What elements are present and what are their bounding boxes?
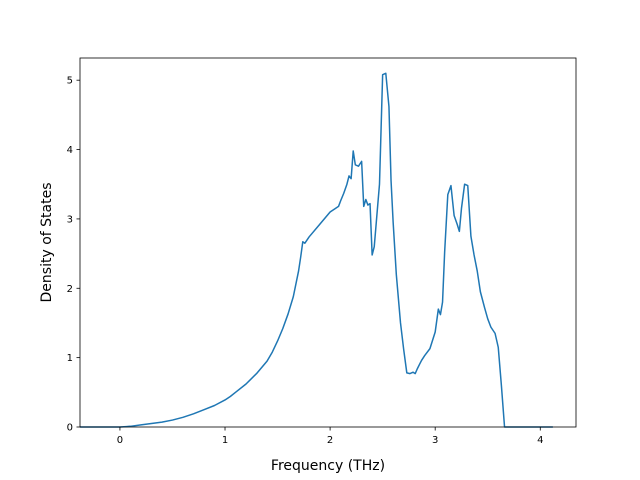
axes-frame <box>79 57 577 428</box>
x-tick-label: 0 <box>117 435 123 446</box>
y-tick-label: 1 <box>67 353 73 364</box>
y-tick-label: 0 <box>67 423 73 434</box>
dos-series-line-0 <box>80 72 553 428</box>
x-tick-label: 1 <box>222 435 228 446</box>
y-tick-label: 4 <box>67 145 73 156</box>
x-axis-label: Frequency (THz) <box>271 458 385 474</box>
y-tick-label: 2 <box>67 284 73 295</box>
x-axis: 0 1 2 3 4 <box>117 427 543 446</box>
y-tick-label: 3 <box>67 214 73 225</box>
x-tick-label: 4 <box>537 435 543 446</box>
y-tick-label: 5 <box>67 76 73 87</box>
plot-area <box>80 72 553 428</box>
x-tick-label: 2 <box>327 435 333 446</box>
y-axis-label: Density of States <box>39 183 55 303</box>
x-tick-label: 3 <box>432 435 438 446</box>
y-axis: 0 1 2 3 4 5 <box>67 76 80 434</box>
